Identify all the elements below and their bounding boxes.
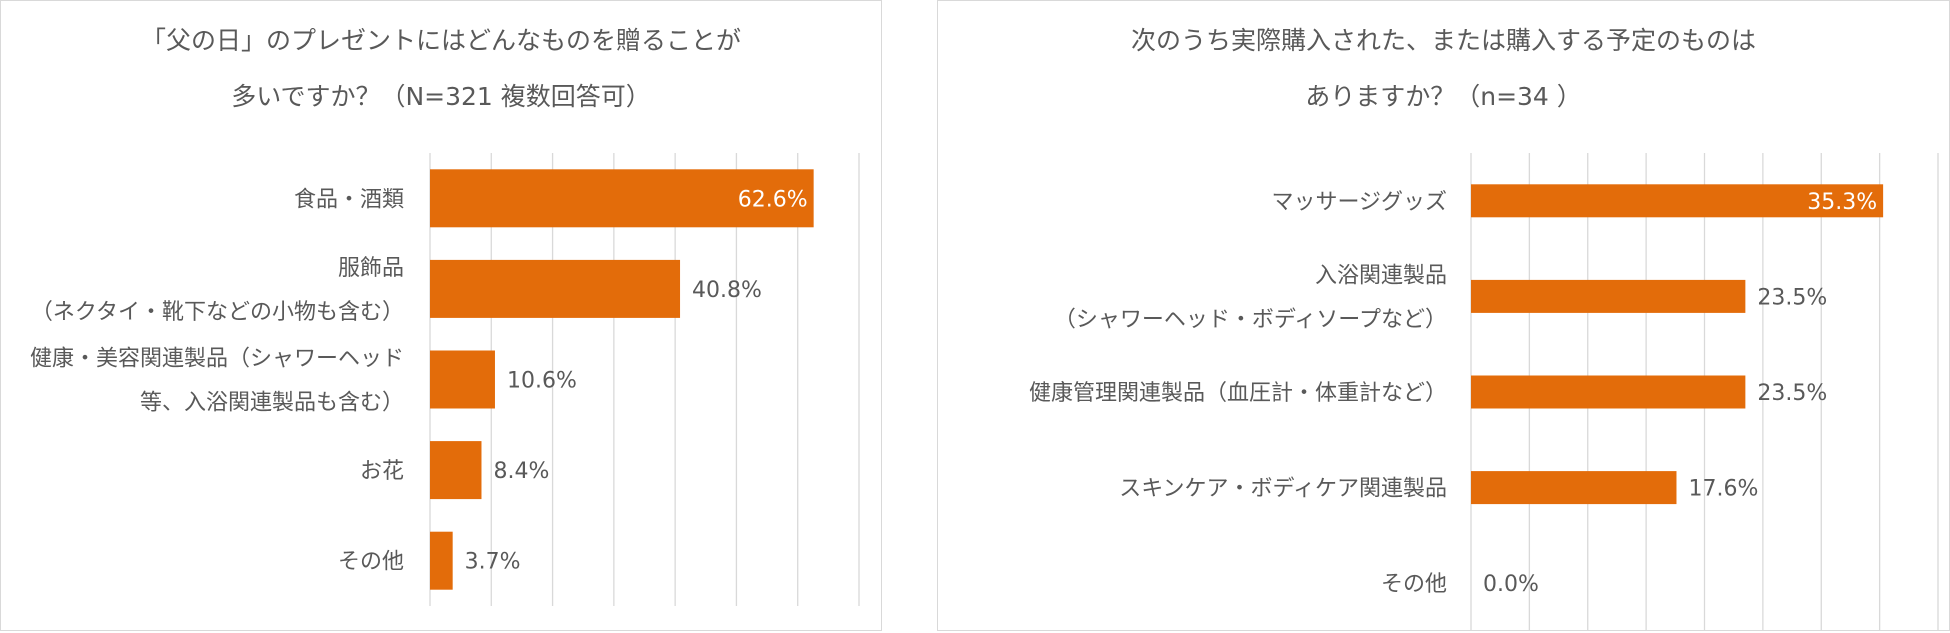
chart-panel-left: 「父の日」のプレゼントにはどんなものを贈ることが 多いですか？（N=321 複数… <box>0 0 882 631</box>
bar <box>430 531 453 590</box>
category-label: お花 <box>360 459 404 484</box>
chart-plot-left: 62.6% 食品・酒類 40.8% 服飾品 （ネクタイ・靴下などの小物も含む） 10.6%… <box>30 153 860 606</box>
category-label: 入浴関連製品 <box>1315 263 1447 288</box>
chart-title-line2: ありますか？（n=34 ） <box>1305 82 1582 111</box>
category-label: 健康管理関連製品（血圧計・体重計など） <box>1029 381 1447 406</box>
category-label: スキンケア・ボディケア関連製品 <box>1119 477 1447 502</box>
bar <box>430 350 495 409</box>
bar <box>430 169 814 228</box>
data-label: 35.3% <box>1807 190 1877 215</box>
category-label: その他 <box>338 550 404 575</box>
data-label: 23.5% <box>1757 381 1827 406</box>
category-label: その他 <box>1381 572 1447 597</box>
data-label: 10.6% <box>507 369 577 394</box>
bar <box>1471 279 1746 313</box>
bar <box>1471 184 1884 218</box>
data-label: 23.5% <box>1757 285 1827 310</box>
bar <box>1471 375 1746 409</box>
category-label: （ネクタイ・靴下などの小物も含む） <box>31 300 404 325</box>
category-label: 等、入浴関連製品も含む） <box>140 391 404 416</box>
category-label: 食品・酒類 <box>294 187 404 212</box>
category-label: 健康・美容関連製品（シャワーヘッド <box>30 347 404 372</box>
data-label: 8.4% <box>493 459 549 484</box>
chart-title-line1: 「父の日」のプレゼントにはどんなものを贈ることが <box>140 26 741 55</box>
bar <box>1471 471 1677 505</box>
data-label: 0.0% <box>1483 572 1539 597</box>
category-label: （シャワーヘッド・ボディソープなど） <box>1054 307 1447 332</box>
chart-plot-right: 35.3% マッサージグッズ 23.5% 入浴関連製品 （シャワーヘッド・ボディソープな… <box>1029 153 1939 631</box>
data-label: 17.6% <box>1688 477 1758 502</box>
chart-panel-right: 次のうち実際購入された、または購入する予定のものは ありますか？（n=34 ） … <box>937 0 1950 631</box>
bar <box>430 441 482 500</box>
category-label: 服飾品 <box>338 256 404 281</box>
data-label: 62.6% <box>738 187 808 212</box>
data-label: 3.7% <box>465 550 521 575</box>
chart-title-line1: 次のうち実際購入された、または購入する予定のものは <box>1130 26 1756 55</box>
category-label: マッサージグッズ <box>1271 190 1447 215</box>
chart-title-line2: 多いですか？（N=321 複数回答可） <box>231 82 651 111</box>
bar <box>430 259 681 318</box>
data-label: 40.8% <box>692 278 762 303</box>
